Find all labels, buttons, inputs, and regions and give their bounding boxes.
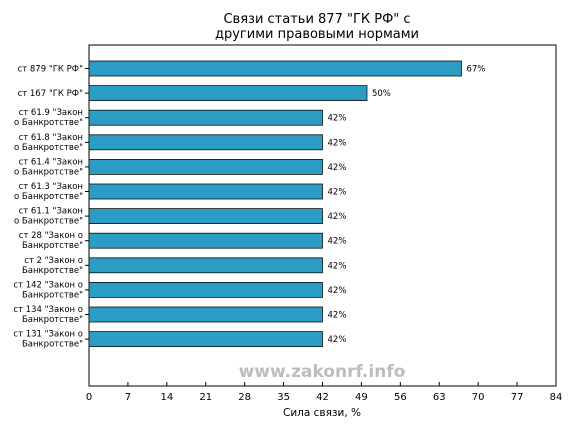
bar xyxy=(88,109,323,126)
chart-title-line-2: другими правовыми нормами xyxy=(215,27,419,42)
bar xyxy=(88,60,462,77)
data-label: 42% xyxy=(328,311,347,321)
bar xyxy=(88,134,323,151)
x-tick-label: 28 xyxy=(238,392,251,403)
x-tick-label: 70 xyxy=(472,392,485,403)
bar xyxy=(88,183,323,200)
category-label: ст 2 "Закон о Банкротстве" xyxy=(22,256,83,276)
category-label: ст 28 "Закон о Банкротстве" xyxy=(19,231,83,251)
data-label: 42% xyxy=(328,188,347,198)
chart-title-line-1: Связи статьи 877 "ГК РФ" с xyxy=(223,12,410,27)
x-tick-label: 14 xyxy=(160,392,173,403)
x-tick-label: 42 xyxy=(316,392,329,403)
bar xyxy=(88,306,323,323)
data-label: 42% xyxy=(328,237,347,247)
data-label: 42% xyxy=(328,261,347,271)
data-label: 42% xyxy=(328,335,347,345)
bar xyxy=(88,281,323,298)
data-label: 42% xyxy=(328,212,347,222)
bar xyxy=(88,85,368,101)
data-label: 50% xyxy=(372,89,391,99)
category-label: ст 61.3 "Закон о Банкротстве" xyxy=(14,182,83,202)
bar xyxy=(88,208,323,225)
bar xyxy=(88,257,323,274)
data-label: 42% xyxy=(328,114,347,124)
data-label: 42% xyxy=(328,138,347,148)
data-label: 67% xyxy=(466,65,485,75)
category-label: ст 61.9 "Закон о Банкротстве" xyxy=(14,108,83,128)
data-label: 42% xyxy=(328,163,347,173)
x-tick-label: 7 xyxy=(125,392,131,403)
x-tick-label: 35 xyxy=(277,392,290,403)
watermark: www.zakonrf.info xyxy=(239,362,406,382)
category-label: ст 134 "Закон о Банкротстве" xyxy=(13,305,83,325)
category-label: ст 142 "Закон о Банкротстве" xyxy=(13,280,83,300)
category-label: ст 131 "Закон о Банкротстве" xyxy=(13,330,83,350)
bar xyxy=(88,232,323,249)
x-tick-label: 56 xyxy=(394,392,407,403)
category-label: ст 61.4 "Закон о Банкротстве" xyxy=(14,157,83,177)
x-tick-label: 63 xyxy=(433,392,446,403)
bar xyxy=(88,158,323,175)
x-axis-label: Сила связи, % xyxy=(283,407,361,419)
data-label: 42% xyxy=(328,286,347,296)
x-tick-label: 21 xyxy=(199,392,212,403)
category-label: ст 167 "ГК РФ" xyxy=(18,89,84,99)
category-label: ст 61.1 "Закон о Банкротстве" xyxy=(14,207,83,227)
category-label: ст 879 "ГК РФ" xyxy=(18,65,84,75)
x-tick-label: 77 xyxy=(511,392,524,403)
category-label: ст 61.8 "Закон о Банкротстве" xyxy=(14,133,83,153)
bar xyxy=(88,331,323,348)
x-tick-label: 84 xyxy=(550,392,563,403)
x-tick-label: 0 xyxy=(86,392,92,403)
x-tick-label: 49 xyxy=(355,392,368,403)
